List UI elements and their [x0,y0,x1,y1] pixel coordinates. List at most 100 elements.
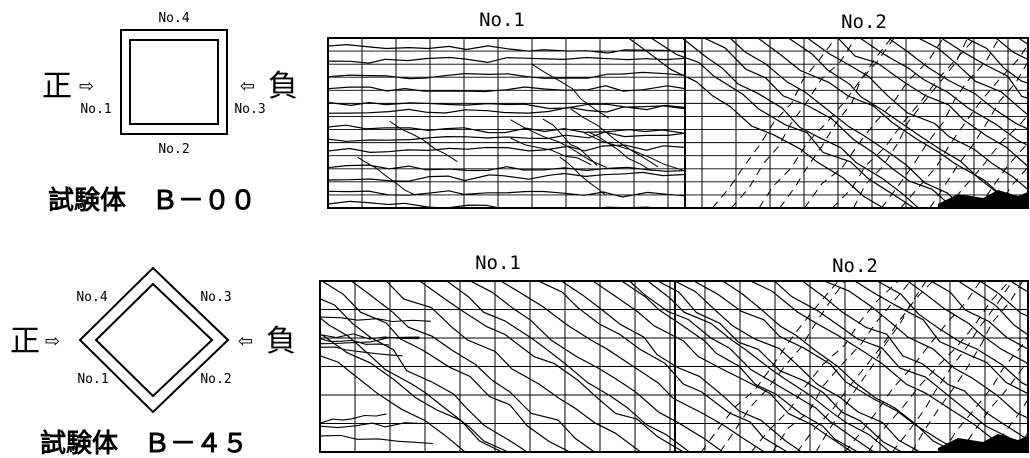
b45-crack-line [320,413,387,424]
b45-inner-diamond [94,282,214,398]
b00-crack-line [729,38,964,208]
b00-positive-label: 正 [42,69,72,104]
b00-crack-line [389,120,458,163]
b00-crack-line [531,63,609,119]
b45-crack-line [500,281,765,452]
b45-crack-dashed [719,281,846,452]
b45-crack-line [722,281,955,452]
b00-face-left: No.1 [80,102,111,117]
b45-face-bottom-left: No.1 [77,372,108,387]
b45-crack-line [320,298,528,452]
b45-crack-line [824,281,1028,419]
b00-crack-line [328,131,686,142]
b00-crack-line [542,118,598,166]
b00-crack-line [328,200,657,208]
b00-crack-line [584,132,683,171]
b45-crack-line [561,281,802,452]
b45-crack-line [320,434,433,445]
b00-crack-dashed [946,113,1028,208]
b45-crack-dashed [750,281,899,452]
b00-crack-line [328,171,686,182]
b00-outer-square [120,29,228,135]
b45-crack-line [320,316,431,323]
b45-crack-line [907,281,1028,366]
b45-title: 試験体 Ｂ－４５ [40,428,248,458]
b45-crack-line [320,355,466,452]
b45-crack-line [321,281,571,452]
b45-crack-line [979,281,1028,317]
b45-crack-line [320,316,509,452]
b00-crack-line [328,56,686,64]
b45-positive-label: 正 [10,324,40,359]
b00-crack-line [328,43,686,54]
b45-crack-line [320,346,403,357]
b45-crack-line [320,422,422,429]
b45-crack-line [657,281,903,452]
b00-crack-line [807,38,1028,191]
b45-crack-line [446,281,690,452]
b00-title: 試験体 Ｂ－００ [48,185,256,216]
b00-negative-label: 負 [268,69,298,104]
b45-crack-dashed [911,281,1024,452]
b00-panel-label-no2: No.2 [841,11,887,33]
b45-face-bottom-right: No.2 [200,372,231,387]
b45-panel-label-no1: No.1 [475,252,521,274]
b00-crack-dashed [929,60,1028,208]
b00-crack-dashed [881,38,1000,208]
b00-crack-line [328,124,686,134]
b00-crack-line [328,105,686,114]
b45-panel-label-no2: No.2 [832,255,878,277]
b45-crack-line [592,281,853,452]
b45-crack-dashed [796,281,934,452]
b45-spalling-zone [938,434,1028,452]
b45-crack-line [877,281,1028,387]
b45-crack-line [320,336,420,345]
b00-crack-dashed [832,38,976,208]
b45-face-top-left: No.4 [76,290,107,305]
b45-crack-dashed [959,361,1028,452]
b00-crack-line [837,38,1028,167]
b45-positive-arrow-icon: ⇨ [45,331,60,352]
b45-outer-diamond [78,266,230,414]
b00-inner-square [129,39,219,125]
b45-crack-panel [319,280,1029,453]
b45-crack-line [802,281,1028,441]
b45-crack-dashed [891,281,1013,452]
b00-crack-line [328,144,686,154]
b00-panel-label-no1: No.1 [479,9,525,31]
b00-crack-line [587,131,652,172]
b00-crack-line [681,38,919,208]
b00-crack-dashed [712,38,836,208]
b00-crack-line [559,156,606,195]
b00-crack-line [328,71,686,80]
b45-crack-line [470,281,724,452]
b00-spalling-zone [938,190,1028,208]
b45-crack-line [320,333,420,340]
b00-crack-line [328,85,686,93]
b45-crack-line [629,281,875,452]
b45-crack-line [957,281,1028,336]
b00-crack-dashed [978,142,1028,208]
b00-crack-line [510,119,607,168]
b00-crack-line [918,38,1028,116]
b00-crack-panel [327,37,1029,209]
b00-crack-line [887,38,1028,130]
b00-crack-line [328,190,686,198]
b00-crack-line [510,137,592,166]
b45-crack-line [774,281,1028,452]
b00-face-right: No.3 [234,102,265,117]
b45-crack-line [930,281,1028,350]
b45-crack-dashed [772,281,911,452]
b00-crack-line [859,38,1028,146]
b00-crack-dashed [779,38,892,208]
b45-negative-label: 負 [266,324,296,359]
b45-crack-line [674,281,921,452]
b00-positive-arrow-icon: ⇨ [79,76,94,97]
b45-section: No.4 No.3 No.1 No.2 正 ⇨ ⇦ 負 試験体 Ｂ－４５ [10,266,296,458]
b00-crack-line [703,38,954,208]
b00-crack-line [570,108,659,168]
b00-crack-line [995,38,1028,61]
b00-crack-line [357,156,415,195]
b00-crack-dashed [730,38,857,208]
